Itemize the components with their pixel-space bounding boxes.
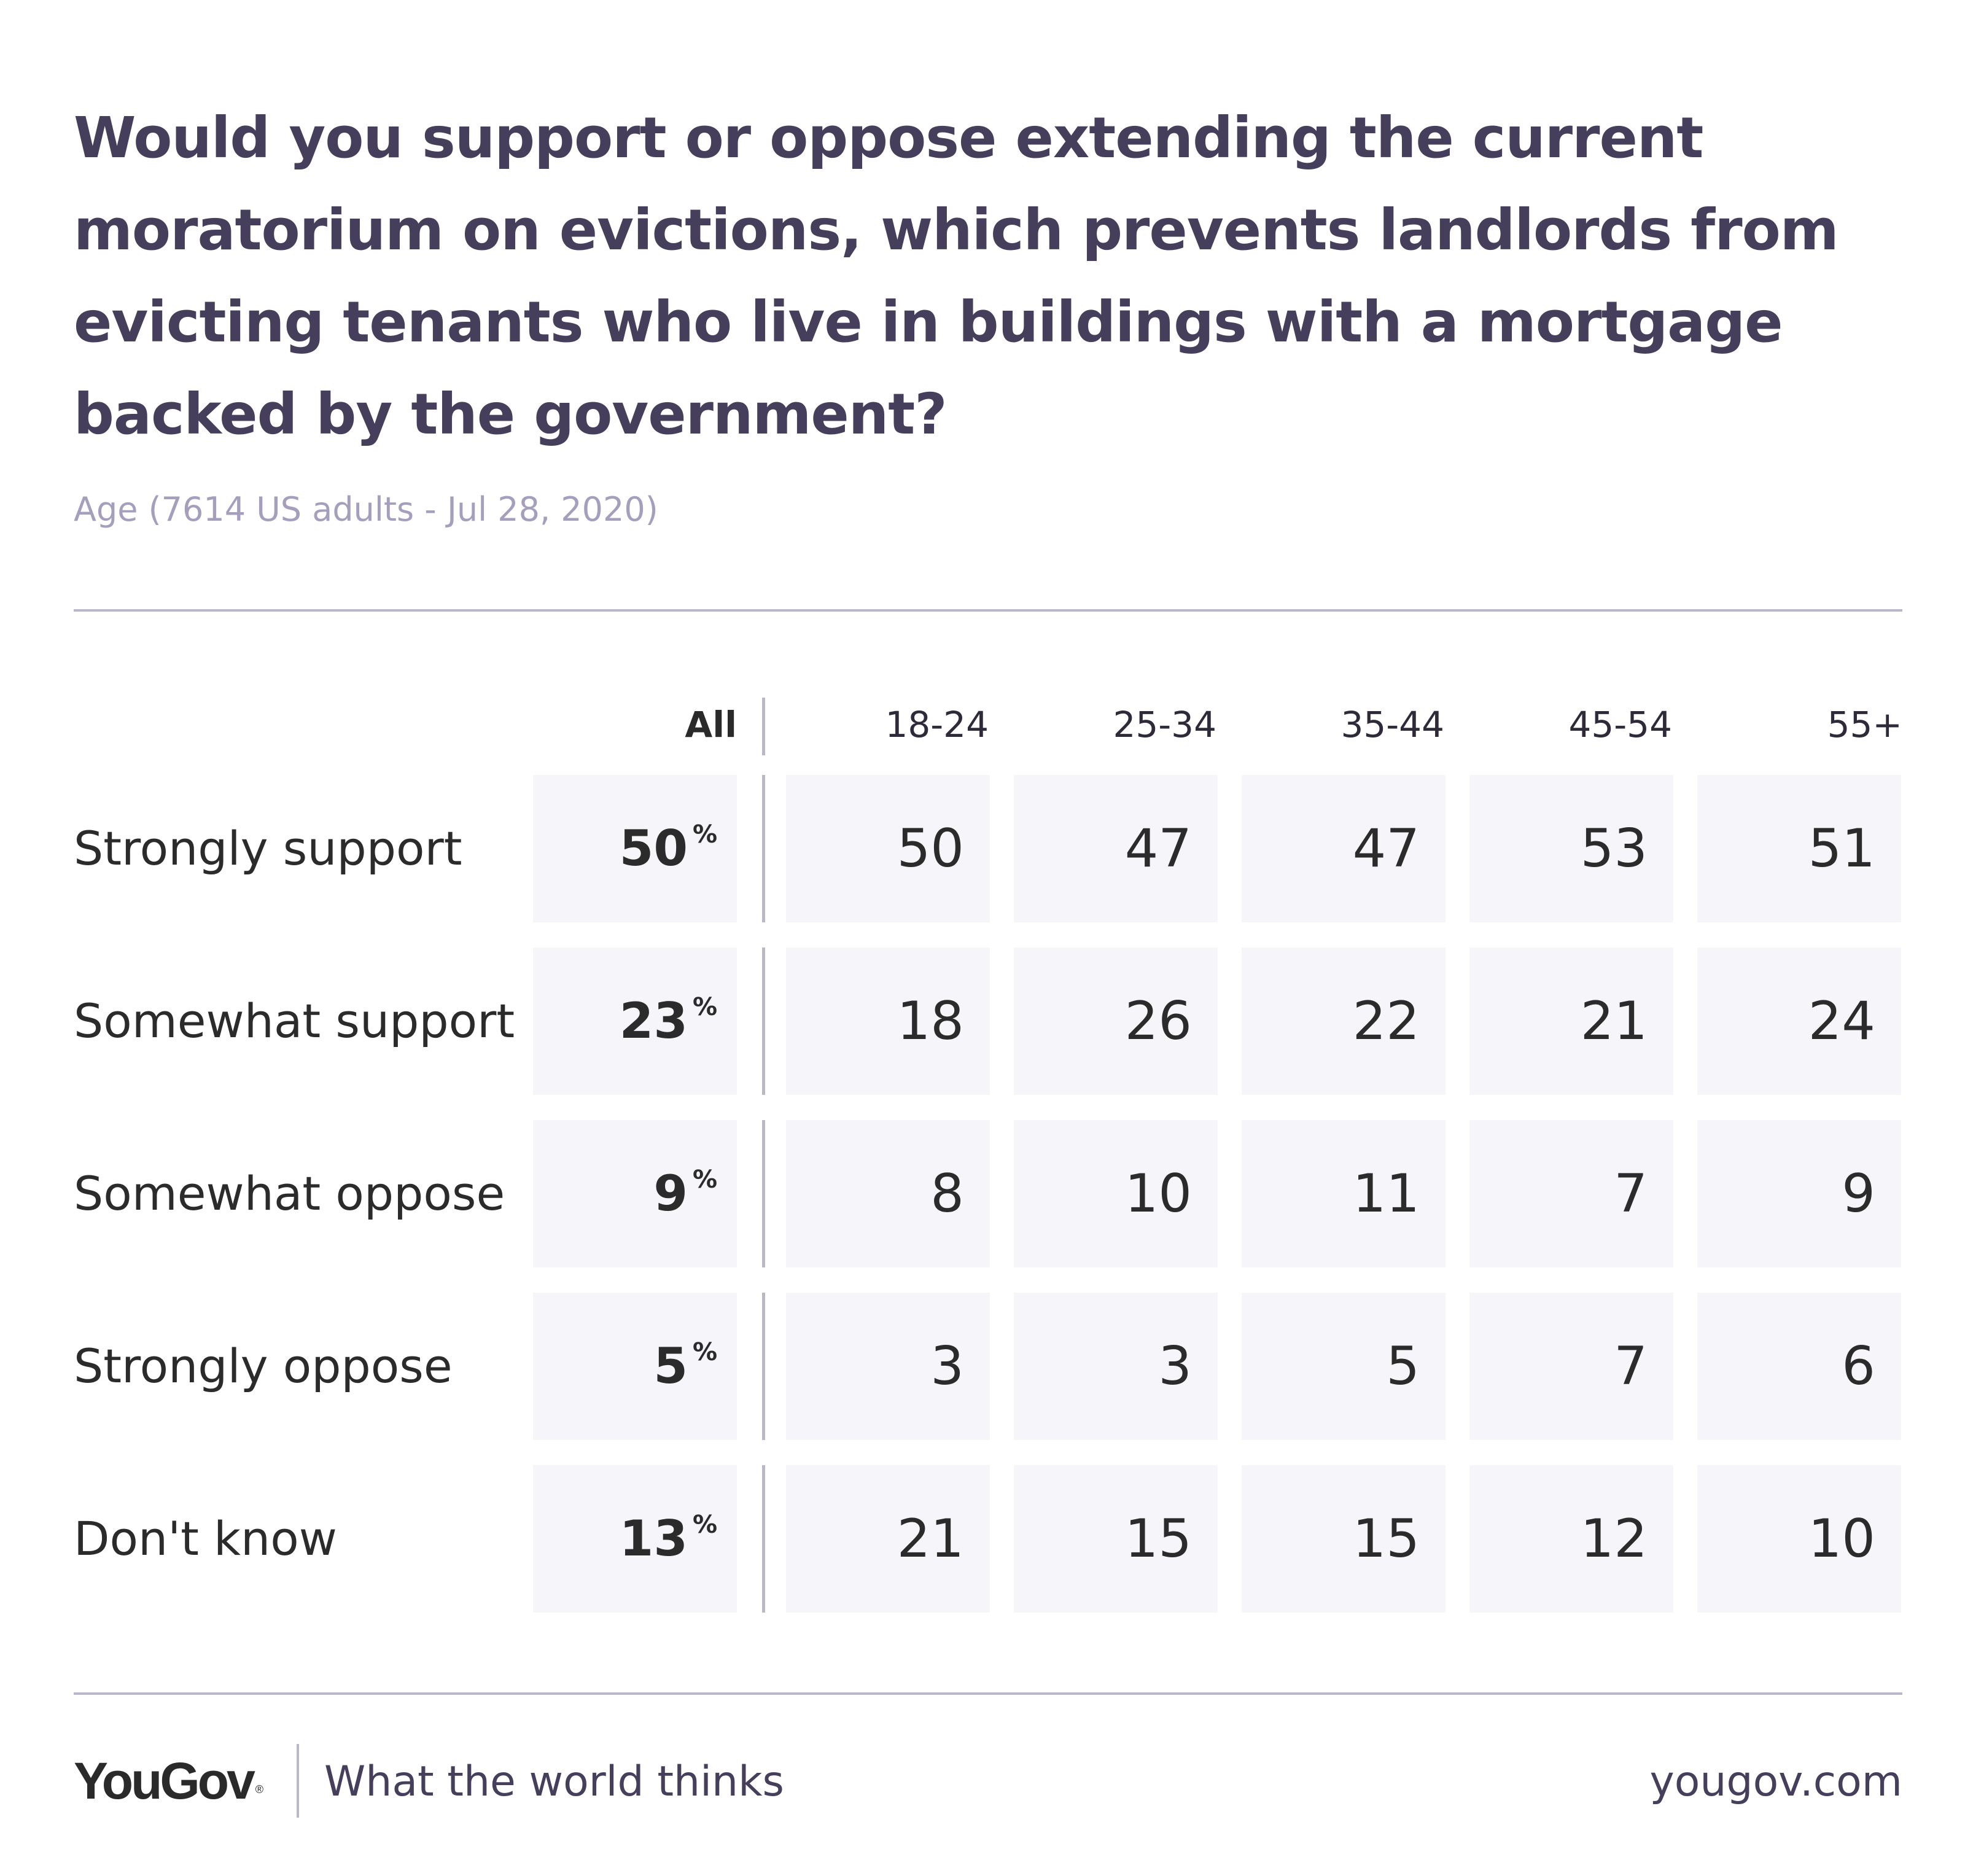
footer-separator xyxy=(297,1744,299,1818)
footer-tagline: What the world thinks xyxy=(324,1757,784,1806)
all-column-divider xyxy=(762,1293,765,1440)
age-cell-value: 10 xyxy=(1808,1508,1875,1570)
age-cell-value: 24 xyxy=(1808,991,1875,1052)
age-cell xyxy=(1014,1120,1218,1267)
age-cell-value: 10 xyxy=(1124,1163,1192,1224)
all-value: 9 xyxy=(653,1165,688,1222)
age-cell-value: 15 xyxy=(1352,1508,1420,1570)
column-header-25-34: 25-34 xyxy=(1113,704,1216,745)
age-cell-value: 21 xyxy=(1580,991,1648,1052)
yougov-logo: YouGov ® xyxy=(74,1750,264,1812)
age-cell xyxy=(1014,775,1218,922)
all-cell xyxy=(533,948,737,1095)
percent-symbol: % xyxy=(693,1166,718,1194)
row-label: Strongly support xyxy=(74,821,462,876)
brand-name: YouGov xyxy=(74,1752,255,1810)
age-cell-value: 21 xyxy=(897,1508,964,1570)
age-cell xyxy=(1697,1465,1901,1613)
age-cell xyxy=(1697,948,1901,1095)
age-cell xyxy=(1242,948,1446,1095)
all-value: 13 xyxy=(619,1510,688,1567)
all-value: 23 xyxy=(619,992,688,1049)
age-cell-value: 3 xyxy=(1158,1336,1192,1397)
age-cell-value: 50 xyxy=(897,818,964,879)
column-header-45-54: 45-54 xyxy=(1568,704,1672,745)
age-cell-value: 15 xyxy=(1124,1508,1192,1570)
all-column-divider xyxy=(762,698,765,755)
age-cell-value: 8 xyxy=(930,1163,964,1224)
age-cell xyxy=(1697,1120,1901,1267)
bottom-divider xyxy=(74,1692,1902,1695)
percent-symbol: % xyxy=(693,1338,718,1366)
age-cell xyxy=(1014,948,1218,1095)
chart-subtitle: Age (7614 US adults - Jul 28, 2020) xyxy=(74,490,658,529)
all-column-divider xyxy=(762,948,765,1095)
column-header-18-24: 18-24 xyxy=(885,704,989,745)
age-cell-value: 3 xyxy=(930,1336,964,1397)
all-cell xyxy=(533,1465,737,1613)
age-cell xyxy=(786,1465,990,1613)
age-cell xyxy=(1014,1465,1218,1613)
age-cell xyxy=(1697,775,1901,922)
age-cell-value: 18 xyxy=(897,991,964,1052)
age-cell-value: 53 xyxy=(1580,818,1648,879)
row-label: Strongly oppose xyxy=(74,1339,453,1393)
age-cell xyxy=(1242,1120,1446,1267)
all-column-divider xyxy=(762,1120,765,1267)
all-column-divider xyxy=(762,1465,765,1613)
age-cell-value: 5 xyxy=(1386,1336,1420,1397)
age-cell xyxy=(786,948,990,1095)
age-cell-value: 51 xyxy=(1808,818,1875,879)
row-label: Don't know xyxy=(74,1511,337,1566)
age-cell-value: 6 xyxy=(1842,1336,1875,1397)
age-cell xyxy=(786,775,990,922)
age-cell-value: 12 xyxy=(1580,1508,1648,1570)
age-cell-value: 47 xyxy=(1124,818,1192,879)
age-cell xyxy=(1242,1293,1446,1440)
age-cell-value: 47 xyxy=(1352,818,1420,879)
age-cell xyxy=(1469,1293,1673,1440)
all-cell xyxy=(533,1293,737,1440)
age-cell xyxy=(1014,1293,1218,1440)
age-cell-value: 7 xyxy=(1614,1336,1648,1397)
column-header-all: All xyxy=(685,704,737,745)
all-cell xyxy=(533,1120,737,1267)
row-label: Somewhat oppose xyxy=(74,1166,505,1221)
age-cell xyxy=(1242,1465,1446,1613)
column-header-35-44: 35-44 xyxy=(1340,704,1444,745)
age-cell xyxy=(1469,1465,1673,1613)
age-cell-value: 22 xyxy=(1352,991,1420,1052)
top-divider xyxy=(74,609,1902,612)
all-column-divider xyxy=(762,775,765,922)
percent-symbol: % xyxy=(693,1511,718,1539)
age-cell xyxy=(1242,775,1446,922)
footer-url[interactable]: yougov.com xyxy=(1649,1757,1902,1806)
column-header-55plus: 55+ xyxy=(1827,704,1902,745)
all-value: 50 xyxy=(619,820,688,877)
row-label: Somewhat support xyxy=(74,994,515,1048)
age-cell-value: 7 xyxy=(1614,1163,1648,1224)
age-cell xyxy=(1469,948,1673,1095)
percent-symbol: % xyxy=(693,820,718,849)
age-cell-value: 26 xyxy=(1124,991,1192,1052)
all-value: 5 xyxy=(653,1337,688,1395)
age-cell xyxy=(786,1293,990,1440)
age-cell xyxy=(1469,1120,1673,1267)
age-cell xyxy=(1697,1293,1901,1440)
registered-mark: ® xyxy=(255,1783,264,1796)
age-cell-value: 11 xyxy=(1352,1163,1420,1224)
all-cell xyxy=(533,775,737,922)
age-cell xyxy=(786,1120,990,1267)
percent-symbol: % xyxy=(693,993,718,1021)
chart-title: Would you support or oppose extending th… xyxy=(74,105,1839,447)
age-cell-value: 9 xyxy=(1842,1163,1875,1224)
age-cell xyxy=(1469,775,1673,922)
